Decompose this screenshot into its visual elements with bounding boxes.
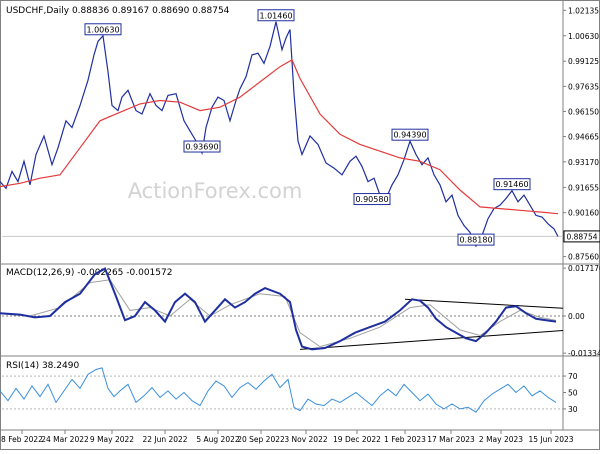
current-price-box [563, 230, 600, 243]
x-tick-label: 22 Jun 2022 [142, 435, 187, 444]
annotation-label: 1.01460 [259, 11, 292, 20]
x-tick-label: 1 Feb 2023 [384, 435, 426, 444]
x-tick-label: 2 May 2023 [479, 435, 523, 444]
x-tick-label: 19 Dec 2022 [333, 435, 381, 444]
annotation-box [84, 23, 122, 36]
macd-title: MACD(12,26,9) -0.002265 -0.001572 [6, 268, 172, 278]
main-y-tick-label: 0.96150 [568, 107, 599, 116]
macd-trendline [299, 329, 564, 350]
macd-trendline [404, 298, 564, 309]
current-price-label: 0.88754 [566, 232, 597, 241]
watermark: ActionForex.com [128, 179, 303, 203]
rsi-y-tick-label: 50 [568, 389, 578, 398]
macd-y-tick-label: -0.01334 [568, 349, 600, 358]
annotation-label: 0.94390 [393, 131, 426, 140]
annotation-label: 0.90580 [355, 195, 388, 204]
annotation-box [257, 9, 295, 22]
x-tick-label: 15 Jun 2023 [528, 435, 573, 444]
main-y-tick-label: 0.91655 [568, 183, 599, 192]
annotation-box [183, 140, 221, 153]
main-panel: ActionForex.com USDCHF,Daily 0.88836 0.89… [0, 6, 600, 262]
price-series-line [0, 21, 559, 248]
annotation-label: 0.93690 [185, 143, 218, 152]
rsi-title: RSI(14) 38.2490 [6, 361, 79, 371]
main-y-tick-label: 1.02135 [568, 6, 599, 15]
annotation-label: 0.91460 [495, 180, 528, 189]
x-tick-label: 17 Mar 2023 [427, 435, 475, 444]
main-y-tick-label: 0.97635 [568, 82, 599, 91]
macd-y-tick-label: 0.017176 [568, 264, 600, 273]
annotation-box [353, 193, 391, 206]
main-y-tick-label: 0.99125 [568, 57, 599, 66]
x-tick-label: 5 Aug 2022 [196, 435, 239, 444]
macd-panel: MACD(12,26,9) -0.002265 -0.001572 0.01717… [0, 264, 600, 358]
main-title: USDCHF,Daily 0.88836 0.89167 0.88690 0.8… [6, 6, 230, 16]
main-y-tick-label: 0.90160 [568, 209, 599, 218]
annotation-label: 0.88180 [459, 236, 492, 245]
annotation-box [457, 233, 495, 246]
main-y-tick-label: 0.93170 [568, 158, 599, 167]
annotation-label: 1.00630 [86, 25, 119, 34]
rsi-panel: RSI(14) 38.2490 70 50 30 [0, 361, 578, 414]
x-tick-label: 24 Mar 2022 [41, 435, 89, 444]
moving-average-line [0, 59, 559, 215]
x-tick-label: 20 Sep 2022 [237, 435, 285, 444]
macd-main-line [0, 267, 557, 351]
main-y-tick-label: 1.00630 [568, 32, 599, 41]
rsi-y-tick-label: 70 [568, 372, 578, 381]
main-y-tick-label: 0.87560 [568, 253, 599, 262]
main-y-tick-label: 0.94665 [568, 133, 599, 142]
rsi-line [0, 367, 557, 413]
annotation-box [493, 178, 531, 191]
x-tick-label: 3 Nov 2022 [284, 435, 327, 444]
x-tick-label: 9 May 2022 [90, 435, 134, 444]
rsi-y-tick-label: 30 [568, 405, 578, 414]
x-tick-label: 8 Feb 2022 [1, 435, 43, 444]
annotation-box [391, 128, 429, 141]
macd-y-tick-label: 0.00 [568, 312, 585, 321]
